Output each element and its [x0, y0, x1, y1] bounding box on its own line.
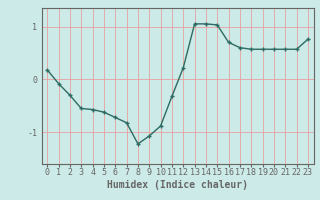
X-axis label: Humidex (Indice chaleur): Humidex (Indice chaleur) — [107, 180, 248, 190]
